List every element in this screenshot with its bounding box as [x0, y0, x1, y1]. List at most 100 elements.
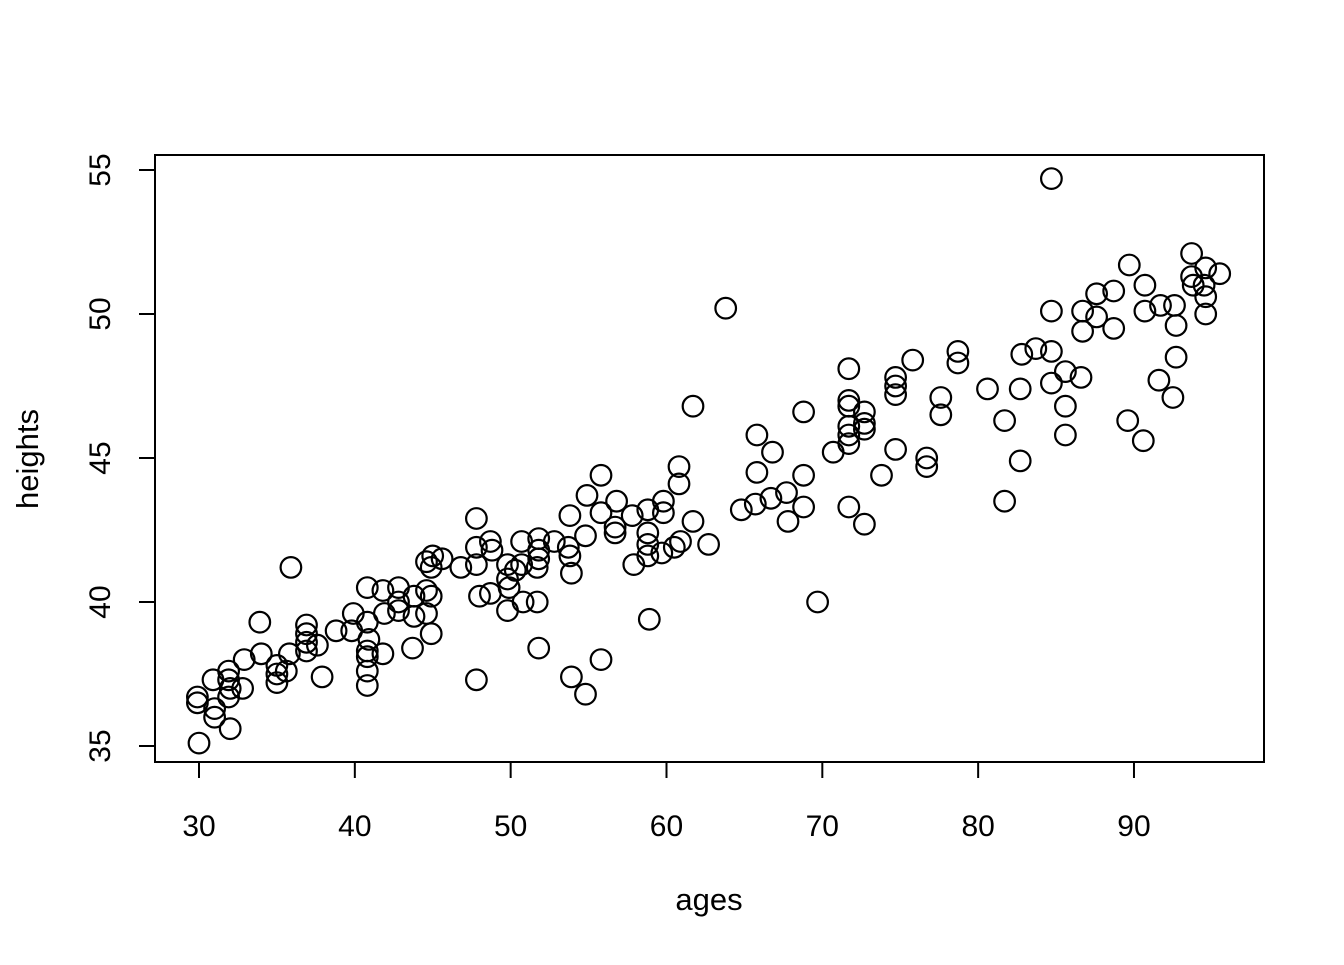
- data-point: [185, 685, 209, 709]
- data-point: [525, 556, 549, 579]
- data-point: [415, 550, 438, 574]
- data-point: [187, 731, 211, 755]
- data-point: [884, 383, 907, 407]
- data-point: [837, 432, 861, 456]
- data-point: [401, 636, 424, 660]
- data-point: [761, 440, 784, 464]
- data-point: [776, 510, 800, 533]
- data-point: [203, 705, 227, 729]
- data-point: [1133, 273, 1157, 297]
- data-point: [479, 530, 502, 553]
- data-point: [558, 544, 582, 568]
- data-point: [1102, 317, 1126, 340]
- data-point: [465, 553, 488, 576]
- y-axis-title: heights: [10, 409, 45, 509]
- data-point: [853, 512, 876, 536]
- data-point: [306, 633, 329, 657]
- data-point: [870, 463, 893, 487]
- data-point: [373, 602, 396, 625]
- data-point: [605, 489, 628, 513]
- data-point: [1149, 294, 1172, 317]
- data-point: [652, 489, 675, 513]
- data-point: [1147, 368, 1171, 392]
- x-tick-label: 70: [806, 810, 839, 843]
- x-axis: 30 40 50 60 70 80 90: [182, 762, 1151, 843]
- data-point: [1039, 340, 1063, 363]
- data-point: [1102, 279, 1126, 303]
- data-point: [652, 501, 675, 525]
- data-point: [1194, 285, 1218, 309]
- x-tick-label: 60: [650, 810, 683, 843]
- x-axis-title: ages: [675, 882, 742, 917]
- data-point: [496, 553, 519, 576]
- x-tick-label: 80: [961, 810, 994, 843]
- y-axis: 35 40 45 50 55: [84, 153, 155, 763]
- data-point: [575, 484, 599, 507]
- data-point: [449, 556, 473, 579]
- data-point: [355, 659, 379, 683]
- data-point: [525, 590, 549, 614]
- data-point: [1008, 449, 1032, 473]
- data-point: [976, 377, 999, 401]
- data-point: [1039, 167, 1063, 191]
- data-point: [667, 472, 691, 496]
- data-point: [1192, 273, 1216, 297]
- data-point: [310, 665, 334, 689]
- data-point: [759, 486, 783, 510]
- data-point: [556, 535, 580, 559]
- data-point: [218, 677, 242, 700]
- data-point: [324, 619, 348, 643]
- data-point: [667, 455, 691, 479]
- data-point: [1053, 360, 1077, 384]
- data-point: [421, 544, 445, 568]
- data-point: [1085, 282, 1108, 306]
- data-point: [729, 498, 753, 522]
- data-point: [662, 535, 686, 559]
- data-point: [249, 642, 273, 666]
- data-point: [1131, 429, 1155, 453]
- data-point: [901, 348, 925, 372]
- data-point: [527, 636, 551, 660]
- data-point: [231, 677, 255, 700]
- data-point: [603, 515, 627, 539]
- data-point: [295, 639, 318, 663]
- x-tick-label: 50: [494, 810, 527, 843]
- data-point: [993, 489, 1016, 513]
- data-point: [929, 386, 953, 409]
- data-point: [775, 481, 798, 505]
- data-point: [1180, 242, 1203, 265]
- data-point: [542, 530, 566, 553]
- data-point: [355, 645, 379, 669]
- data-point: [1117, 253, 1141, 277]
- data-point: [465, 507, 488, 530]
- data-point: [792, 400, 815, 424]
- data-point: [1008, 377, 1032, 401]
- data-point: [185, 691, 209, 715]
- data-point: [295, 613, 318, 637]
- data-point: [697, 533, 720, 556]
- data-point: [1024, 337, 1048, 361]
- data-point: [915, 455, 939, 479]
- data-point: [1069, 366, 1093, 389]
- data-point: [714, 296, 738, 320]
- data-point: [853, 412, 876, 435]
- data-point: [1010, 342, 1034, 366]
- data-point: [1164, 345, 1188, 369]
- data-point: [419, 622, 443, 646]
- data-point: [510, 553, 533, 576]
- data-point: [1163, 294, 1186, 317]
- y-tick-label: 40: [84, 585, 117, 618]
- data-point: [837, 389, 861, 412]
- data-point: [1071, 319, 1094, 343]
- data-point: [603, 521, 627, 545]
- data-point: [558, 504, 582, 527]
- data-point: [203, 697, 227, 720]
- data-point: [915, 446, 939, 470]
- y-tick-label: 45: [84, 441, 117, 474]
- data-point: [278, 642, 301, 666]
- data-point: [560, 665, 583, 689]
- data-point: [232, 648, 256, 671]
- data-point: [637, 607, 661, 631]
